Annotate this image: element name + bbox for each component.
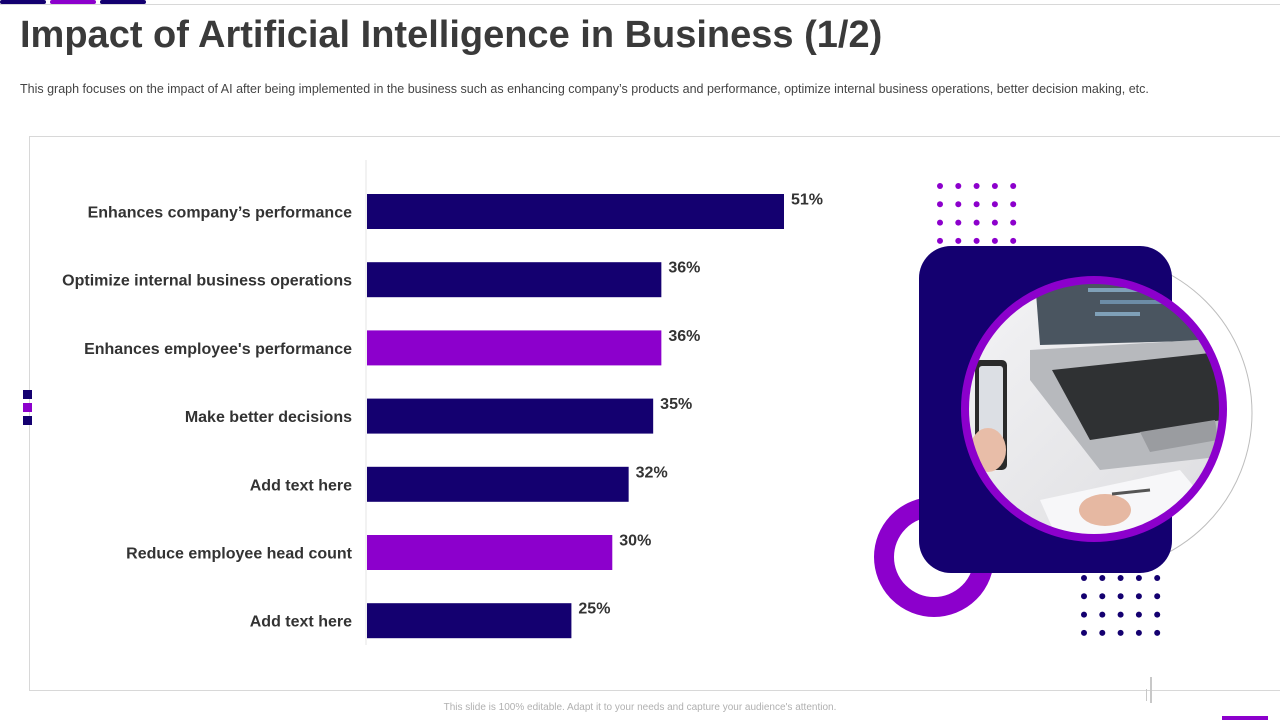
marker-square — [23, 416, 32, 425]
chart-bars: Enhances company’s performance 51% Optimiz… — [62, 192, 823, 639]
decor-dot — [1117, 629, 1124, 636]
decor-dot — [1117, 575, 1124, 581]
decor-dot — [973, 237, 980, 244]
side-square-markers — [23, 390, 33, 429]
top-accent-segment — [100, 0, 146, 4]
top-accent-segment — [0, 0, 46, 4]
decor-dot — [937, 237, 943, 244]
value-label: 32% — [636, 464, 668, 481]
corner-accent-bar — [1222, 716, 1268, 720]
decor-dot — [973, 219, 980, 226]
decor-dot — [955, 201, 962, 208]
footer-divider — [1150, 677, 1152, 703]
value-label: 35% — [660, 396, 692, 413]
decor-dot — [973, 201, 980, 208]
category-label: Reduce employee head count — [126, 546, 353, 563]
decor-dot — [1099, 575, 1106, 581]
bar — [367, 262, 662, 298]
decor-dot — [1135, 629, 1142, 636]
decor-dot — [1117, 611, 1124, 618]
category-label: Optimize internal business operations — [62, 273, 352, 290]
decor-dot — [1081, 575, 1087, 581]
footer-divider — [1146, 689, 1147, 701]
top-accent-bar — [0, 0, 1280, 4]
decor-dot — [1117, 593, 1124, 600]
category-label: Make better decisions — [185, 409, 352, 426]
category-label: Enhances employee's performance — [84, 341, 352, 358]
decor-dot — [1099, 611, 1106, 618]
decor-dot — [1154, 629, 1161, 636]
page-subtitle: This graph focuses on the impact of AI a… — [20, 82, 1149, 96]
dot-grid-top — [937, 183, 1017, 244]
decor-dot — [1010, 201, 1017, 208]
decor-dot — [973, 183, 980, 189]
value-label: 36% — [668, 260, 700, 277]
bar-chart: Enhances company’s performance 51% Optimiz… — [62, 160, 823, 645]
decor-dot — [955, 219, 962, 226]
category-label: Add text here — [250, 614, 352, 631]
decor-dot — [1081, 593, 1087, 600]
decor-dot — [1135, 575, 1142, 581]
decor-dot — [1081, 629, 1087, 636]
decor-dot — [1154, 611, 1161, 618]
marker-square — [23, 390, 32, 399]
decor-dot — [1081, 611, 1087, 618]
value-label: 51% — [791, 192, 823, 209]
decor-dot — [991, 237, 998, 244]
decor-dot — [1099, 593, 1106, 600]
bar — [367, 466, 629, 502]
category-label: Enhances company’s performance — [88, 205, 352, 222]
decor-dot — [955, 237, 962, 244]
chart-panel — [29, 136, 1280, 691]
marker-square — [23, 403, 32, 412]
decor-dot — [1010, 219, 1017, 226]
top-accent-segment — [50, 0, 96, 4]
decor-dot — [1135, 611, 1142, 618]
bar — [367, 398, 654, 434]
value-label: 25% — [578, 601, 610, 618]
decor-dot — [1099, 629, 1106, 636]
decor-dot — [1135, 593, 1142, 600]
page-title: Impact of Artificial Intelligence in Bus… — [20, 14, 883, 56]
decor-dot — [991, 219, 998, 226]
laptop-photo-icon — [966, 281, 1222, 537]
bar — [367, 603, 572, 639]
bar — [367, 330, 662, 366]
decor-dot — [955, 183, 962, 189]
value-label: 36% — [668, 328, 700, 345]
photo-frame-ring — [961, 276, 1227, 542]
category-label: Add text here — [250, 477, 352, 494]
value-label: 30% — [619, 533, 651, 550]
decor-dot — [1154, 575, 1161, 581]
decor-dot — [1154, 593, 1161, 600]
footer-note: This slide is 100% editable. Adapt it to… — [443, 702, 837, 713]
decor-dot — [991, 183, 998, 189]
bar — [367, 535, 613, 570]
decor-dot — [937, 219, 943, 226]
dot-grid-bottom — [1081, 575, 1161, 636]
decor-dot — [991, 201, 998, 208]
decor-dot — [937, 201, 943, 208]
decor-dot — [1010, 183, 1017, 189]
top-divider — [0, 4, 1280, 5]
bar — [367, 194, 784, 229]
decor-dot — [937, 183, 943, 189]
decor-dot — [1010, 237, 1017, 244]
